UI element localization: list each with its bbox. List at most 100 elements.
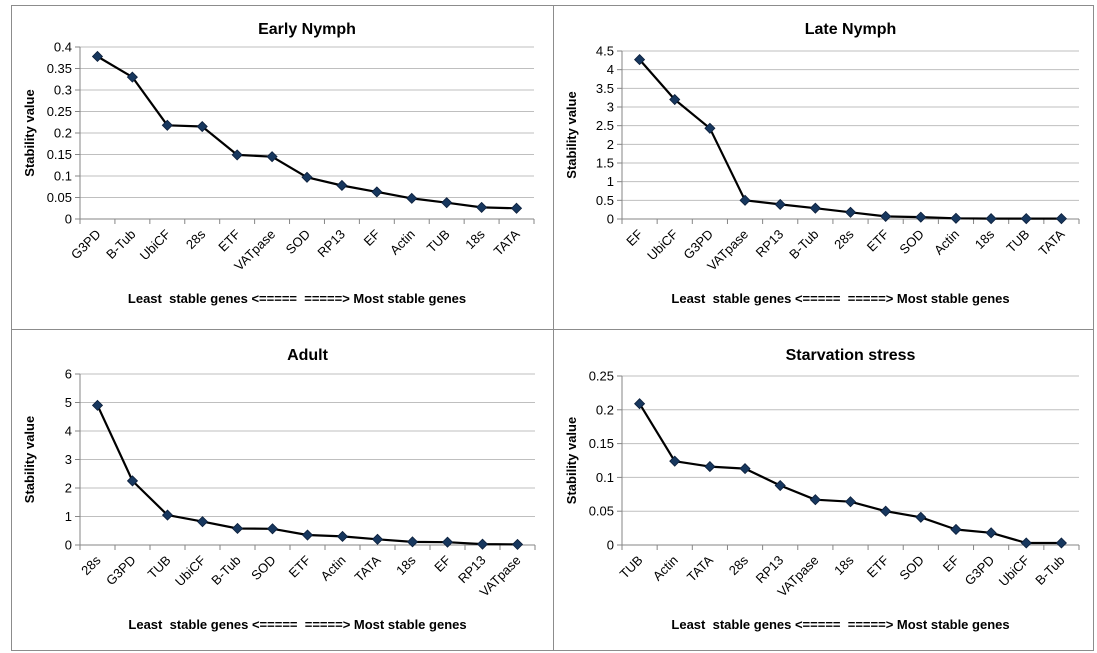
- data-point-g3pd: [985, 527, 997, 539]
- y-tick-label: 0.4: [54, 40, 72, 55]
- data-point-etf: [880, 210, 892, 222]
- data-point-tub: [634, 398, 646, 410]
- y-tick-label: 0: [607, 538, 614, 553]
- data-point-tub: [1020, 213, 1032, 225]
- y-tick-label: 0.5: [596, 193, 614, 208]
- data-point-g3pd: [704, 122, 716, 134]
- data-point-actin: [950, 212, 962, 224]
- y-tick-label: 0.1: [596, 470, 614, 485]
- x-tick-label: ETF: [215, 226, 243, 254]
- chart-svg: Starvation stress 0 0.05 0.1 0.15 0.2 0.25 TUB A…: [564, 347, 1080, 632]
- y-tick-label: 0: [65, 212, 72, 227]
- y-tick-label: 0.1: [54, 169, 72, 184]
- x-axis-title: Least stable genes <===== =====> Most st…: [128, 617, 466, 632]
- y-tick-label: 0.05: [47, 190, 72, 205]
- data-point-rp13: [336, 179, 348, 192]
- data-point-ubicf: [1020, 537, 1032, 549]
- x-tick-label: TATA: [1035, 226, 1067, 258]
- chart-panel-starvation-stress: Starvation stress 0 0.05 0.1 0.15 0.2 0.25 TUB A…: [553, 329, 1094, 651]
- chart-title: Starvation stress: [786, 347, 916, 364]
- data-point-vatpase: [266, 151, 278, 163]
- y-tick-label: 1: [607, 174, 614, 189]
- series-line: [96, 404, 518, 546]
- x-tick-label: TUB: [424, 227, 453, 256]
- x-tick-label: TATA: [491, 226, 523, 258]
- chart-panel-late-nymph: Late Nymph 0 0.5 1 1.5 2 2.5 3 3.5 4 4.5 EF UbiCF G3P…: [553, 5, 1094, 331]
- chart-title: Late Nymph: [805, 21, 897, 38]
- chart-panel-adult: Adult 0 1 2 3 4 5 6 28s G3PD TUB UbiCF B-Tub SOD ETF Ac…: [11, 329, 555, 651]
- y-tick-label: 4: [607, 62, 614, 77]
- y-tick-label: 5: [65, 395, 72, 410]
- y-tick-label: 1: [65, 509, 72, 524]
- data-point-ubicf: [669, 93, 681, 106]
- y-tick-label: 0.2: [54, 126, 72, 141]
- data-point-sod: [266, 523, 279, 535]
- data-point-etf: [231, 149, 243, 161]
- data-point-actin: [336, 530, 349, 543]
- data-point-g3pd: [126, 475, 139, 487]
- y-tick-label: 4: [65, 424, 72, 439]
- x-tick-label: SOD: [896, 553, 927, 584]
- x-tick-label: B-Tub: [208, 553, 243, 588]
- x-tick-label: SOD: [896, 227, 927, 258]
- y-axis-title: Stability value: [564, 91, 579, 178]
- x-tick-label: TUB: [1003, 227, 1032, 256]
- data-point-ef: [371, 186, 383, 198]
- chart-title: Adult: [287, 347, 329, 364]
- y-tick-label: 0.25: [589, 369, 614, 384]
- y-tick-label: 3: [65, 452, 72, 467]
- data-point-28s: [844, 206, 857, 218]
- x-tick-label: RP13: [753, 227, 787, 261]
- x-tick-label: ETF: [864, 552, 892, 580]
- x-tick-label: UbiCF: [644, 226, 681, 263]
- data-point-b-tub: [231, 522, 244, 535]
- data-point-18s: [406, 536, 419, 548]
- data-point-actin: [406, 192, 418, 204]
- x-tick-label: 28s: [831, 226, 857, 252]
- data-point-b-tub: [809, 202, 821, 214]
- data-point-18s: [844, 496, 857, 508]
- data-point-18s: [985, 213, 997, 225]
- series-line: [638, 58, 1062, 220]
- x-tick-label: 18s: [462, 226, 488, 252]
- y-tick-label: 0.05: [589, 504, 614, 519]
- y-tick-label: 6: [65, 367, 72, 382]
- series-line: [96, 55, 517, 210]
- series-line: [638, 403, 1062, 545]
- x-tick-label: 28s: [726, 552, 752, 578]
- x-tick-label: G3PD: [68, 227, 104, 263]
- x-tick-label: 18s: [831, 552, 857, 578]
- y-tick-label: 2: [607, 137, 614, 152]
- data-point-tata: [1055, 213, 1067, 225]
- y-tick-label: 0.3: [54, 83, 72, 98]
- x-tick-label: TATA: [684, 552, 716, 584]
- x-tick-label: UbiCF: [172, 552, 209, 589]
- y-tick-label: 0: [607, 212, 614, 227]
- chart-title: Early Nymph: [258, 21, 356, 38]
- x-tick-label: G3PD: [962, 553, 998, 589]
- x-tick-label: Actin: [318, 553, 349, 584]
- x-tick-label: SOD: [283, 227, 314, 258]
- data-point-tata: [510, 202, 523, 214]
- y-tick-label: 0.2: [596, 402, 614, 417]
- x-tick-label: B-Tub: [1032, 553, 1067, 588]
- data-point-g3pd: [91, 50, 104, 63]
- data-point-sod: [915, 211, 927, 223]
- x-axis-title: Least stable genes <===== =====> Most st…: [671, 291, 1009, 306]
- data-point-sod: [301, 171, 313, 183]
- y-tick-label: 0.15: [47, 147, 72, 162]
- x-axis-title: Least stable genes <===== =====> Most st…: [671, 617, 1009, 632]
- y-tick-label: 3: [607, 100, 614, 115]
- x-tick-label: TATA: [352, 552, 384, 584]
- data-point-b-tub: [126, 71, 138, 83]
- data-point-rp13: [774, 479, 786, 492]
- x-tick-label: UbiCF: [996, 552, 1033, 589]
- x-tick-label: TUB: [145, 553, 174, 582]
- data-point-28s: [739, 463, 751, 475]
- x-tick-label: RP13: [314, 227, 348, 261]
- data-point-tub: [441, 197, 453, 209]
- y-tick-label: 0.15: [589, 436, 614, 451]
- data-point-rp13: [476, 538, 489, 550]
